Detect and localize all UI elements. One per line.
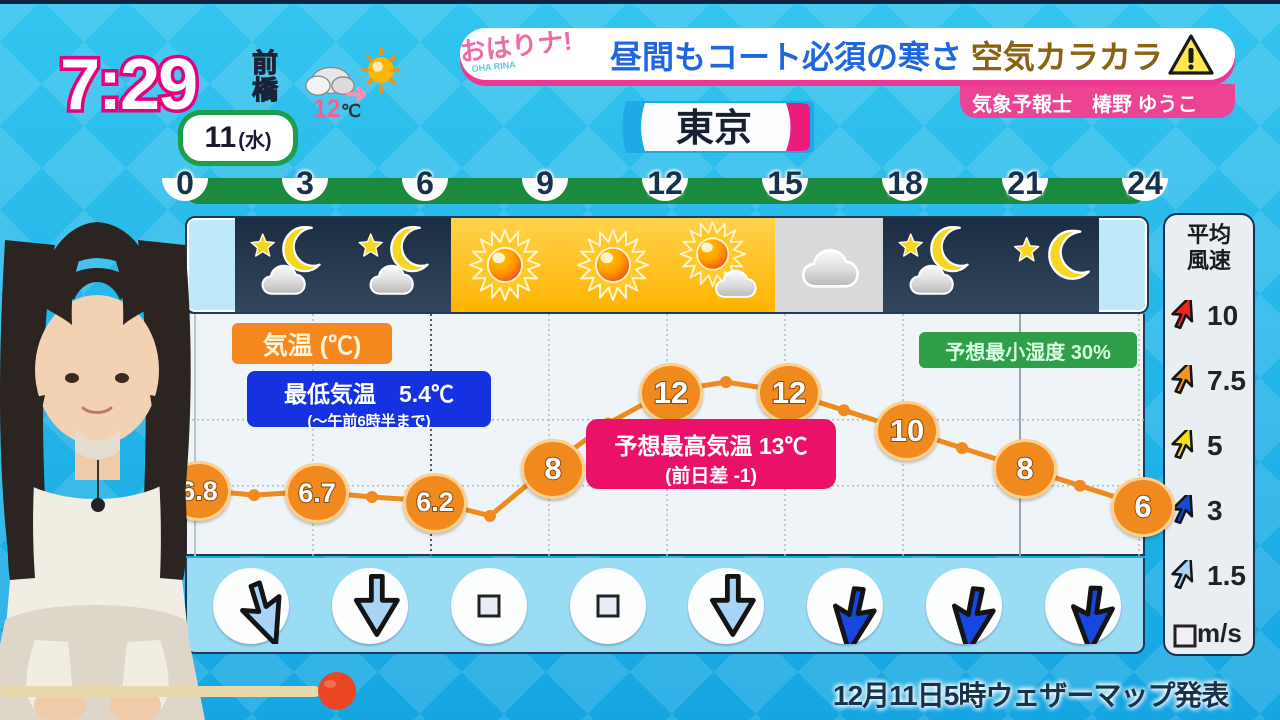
svg-text:おはりナ!: おはりナ! bbox=[458, 25, 573, 67]
svg-text:東京: 東京 bbox=[676, 108, 752, 150]
